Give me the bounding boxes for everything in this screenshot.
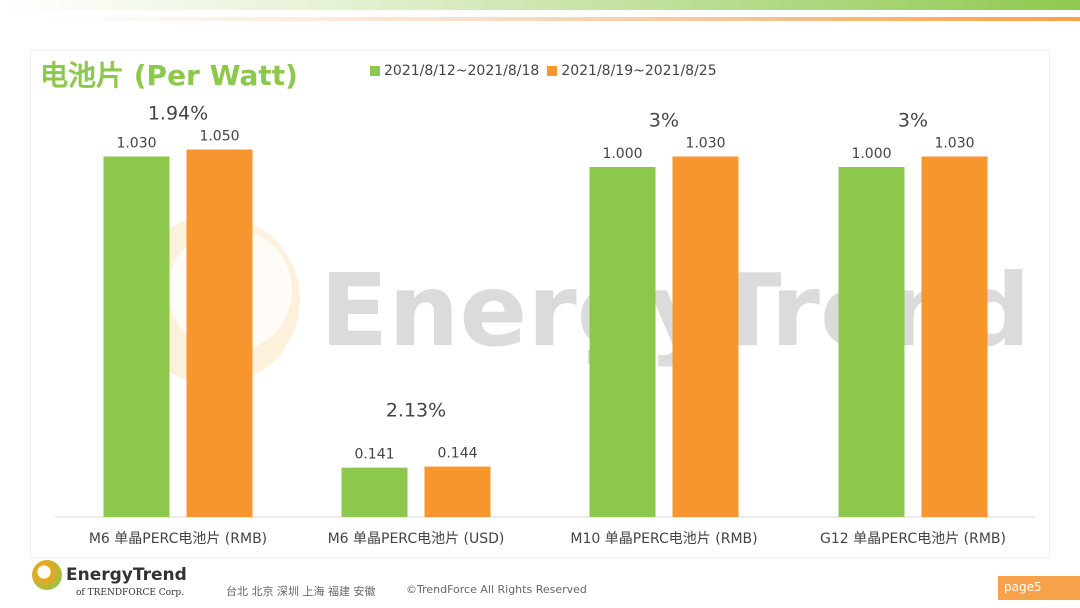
footer-logo: EnergyTrend	[32, 560, 187, 590]
top-accent-line	[40, 17, 1080, 21]
category-label: G12 单晶PERC电池片 (RMB)	[820, 531, 1006, 547]
data-label: 1.030	[934, 136, 974, 152]
chart-title: 电池片 (Per Watt)	[40, 59, 298, 92]
bar	[424, 466, 491, 517]
bar	[341, 467, 408, 517]
legend-label: 2021/8/12~2021/8/18	[384, 63, 540, 79]
brand-name: EnergyTrend	[66, 565, 187, 585]
footer-cities: 台北 北京 深圳 上海 福建 安徽	[226, 585, 376, 598]
category-label: M6 单晶PERC电池片 (RMB)	[89, 531, 267, 547]
energytrend-logo-icon	[32, 560, 62, 590]
data-label: 1.000	[851, 146, 891, 162]
legend-swatch-orange	[547, 66, 558, 76]
legend: 2021/8/12~2021/8/18 2021/8/19~2021/8/25	[370, 63, 717, 79]
change-annotation: 3%	[898, 110, 928, 132]
bar	[672, 156, 739, 517]
change-annotation: 1.94%	[148, 103, 208, 125]
bar	[186, 149, 253, 517]
data-label: 1.030	[116, 136, 156, 152]
bar	[103, 156, 170, 517]
category-label: M6 单晶PERC电池片 (USD)	[328, 531, 505, 547]
data-label: 0.144	[437, 446, 477, 462]
data-label: 1.030	[685, 136, 725, 152]
change-annotation: 3%	[649, 110, 679, 132]
top-gradient-bar	[0, 0, 1080, 10]
legend-swatch-green	[370, 66, 380, 76]
bar	[589, 167, 656, 517]
legend-item-1: 2021/8/12~2021/8/18	[370, 63, 539, 79]
bar	[838, 167, 905, 517]
bar	[921, 156, 988, 517]
footer-copyright: ©TrendForce All Rights Reserved	[406, 583, 587, 596]
brand-sub: of TRENDFORCE Corp.	[76, 588, 184, 598]
data-label: 1.050	[199, 129, 239, 145]
change-annotation: 2.13%	[386, 400, 446, 422]
legend-item-2: 2021/8/19~2021/8/25	[547, 63, 717, 79]
category-label: M10 单晶PERC电池片 (RMB)	[570, 531, 757, 547]
data-label: 0.141	[354, 447, 394, 463]
data-label: 1.000	[602, 146, 642, 162]
page-number: page5	[998, 576, 1080, 600]
legend-label: 2021/8/19~2021/8/25	[561, 63, 717, 79]
